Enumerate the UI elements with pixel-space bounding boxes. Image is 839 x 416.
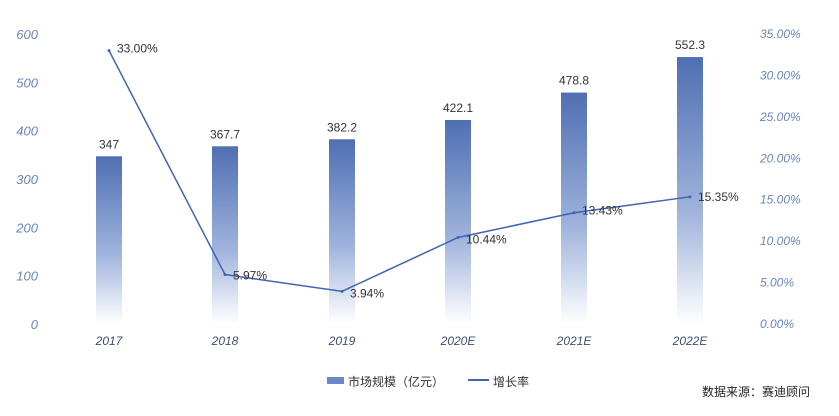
x-axis-category-label: 2017 (95, 334, 124, 348)
left-axis-tick-label: 200 (15, 220, 38, 235)
x-axis-category-label: 2019 (328, 334, 356, 348)
right-axis-tick-label: 0.00% (760, 317, 794, 331)
growth-rate-label: 15.35% (698, 190, 739, 204)
growth-line-series (107, 49, 692, 293)
growth-rate-point (572, 211, 576, 215)
market-size-bar (96, 156, 122, 324)
growth-rate-point (107, 49, 111, 53)
growth-rate-label: 5.97% (233, 269, 267, 283)
left-axis-tick-label: 0 (31, 317, 39, 332)
bar-labels: 347 367.7 382.2 422.1 478.8 552.3 (99, 38, 705, 151)
left-axis-tick-label: 300 (16, 172, 38, 187)
bar-value-label: 347 (99, 137, 119, 151)
growth-line-labels: 33.00% 5.97% 3.94% 10.44% 13.43% 15.35% (117, 42, 739, 301)
right-axis-tick-label: 15.00% (760, 193, 801, 207)
legend-line-label: 增长率 (493, 374, 529, 389)
growth-rate-label: 10.44% (466, 232, 507, 246)
market-size-bar (677, 57, 703, 325)
bar-value-label: 422.1 (443, 101, 473, 115)
growth-rate-label: 13.43% (582, 204, 623, 218)
right-axis-tick-label: 20.00% (759, 151, 801, 165)
bar-value-label: 552.3 (675, 38, 705, 52)
bar-series (96, 57, 703, 325)
right-axis-tick-label: 25.00% (759, 110, 801, 124)
x-axis-ticks: 2017 2018 2019 2020E 2021E 2022E (95, 334, 709, 348)
right-axis-tick-label: 5.00% (760, 276, 794, 290)
right-axis-tick-label: 35.00% (760, 27, 801, 41)
growth-rate-label: 33.00% (117, 42, 158, 56)
market-size-bar (329, 139, 355, 324)
right-axis-tick-label: 10.00% (760, 234, 801, 248)
growth-rate-point (688, 195, 692, 199)
x-axis-category-label: 2020E (440, 334, 477, 348)
growth-rate-point (456, 235, 460, 239)
left-axis-tick-label: 500 (16, 75, 38, 90)
x-axis-category-label: 2021E (556, 334, 593, 348)
legend-bar-label: 市场规模（亿元） (348, 374, 444, 389)
left-axis-tick-label: 100 (16, 269, 38, 284)
left-axis-ticks: 0 100 200 300 400 500 600 (15, 27, 38, 332)
growth-rate-label: 3.94% (350, 286, 384, 300)
bar-value-label: 478.8 (559, 74, 589, 88)
market-size-bar (561, 92, 587, 324)
source-label: 数据来源：赛迪顾问 (702, 384, 810, 399)
right-axis-ticks: 0.00% 5.00% 10.00% 15.00% 20.00% 25.00% 30.00%… (759, 27, 801, 331)
bar-value-label: 382.2 (327, 120, 357, 134)
left-axis-tick-label: 400 (16, 124, 38, 139)
x-axis-category-label: 2022E (672, 334, 709, 348)
right-axis-tick-label: 30.00% (760, 68, 801, 82)
growth-rate-point (340, 289, 344, 293)
growth-rate-point (223, 273, 227, 277)
growth-rate-line (108, 50, 691, 293)
x-axis-category-label: 2018 (211, 334, 239, 348)
legend-bar-swatch (327, 377, 344, 384)
legend: 市场规模（亿元） 增长率 (327, 374, 529, 389)
bar-value-label: 367.7 (210, 127, 240, 141)
left-axis-tick-label: 600 (16, 27, 38, 42)
market-size-bar (212, 146, 238, 324)
market-size-bar (445, 119, 471, 324)
